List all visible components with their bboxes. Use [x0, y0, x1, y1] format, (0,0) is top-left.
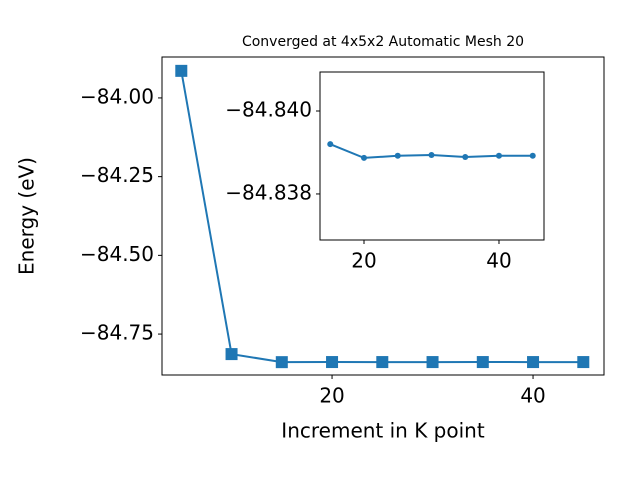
y-tick-label: −84.50: [80, 242, 154, 266]
marker: [495, 152, 502, 159]
y-tick-label: −84.840: [225, 97, 312, 121]
marker: [527, 356, 540, 369]
marker: [428, 151, 435, 158]
x-tick-label: 40: [486, 249, 511, 273]
marker: [225, 348, 238, 361]
marker: [529, 152, 536, 159]
marker: [476, 356, 489, 369]
x-tick-label: 20: [319, 384, 344, 408]
y-tick-label: −84.25: [80, 163, 154, 187]
y-tick-label: −84.838: [225, 180, 312, 204]
chart-title: Converged at 4x5x2 Automatic Mesh 20: [242, 34, 524, 50]
x-tick-label: 40: [520, 384, 545, 408]
marker: [275, 356, 288, 369]
y-tick-label: −84.75: [80, 321, 154, 345]
x-axis-label: Increment in K point: [281, 419, 485, 443]
marker: [326, 356, 339, 369]
marker: [175, 64, 188, 77]
marker: [462, 154, 469, 161]
marker: [426, 356, 439, 369]
y-tick-label: −84.00: [80, 84, 154, 108]
marker: [394, 152, 401, 159]
marker: [361, 154, 368, 161]
x-tick-label: 20: [351, 249, 376, 273]
y-axis-label: Energy (eV): [15, 157, 39, 275]
marker: [577, 356, 590, 369]
marker: [327, 141, 334, 148]
marker: [376, 356, 389, 369]
